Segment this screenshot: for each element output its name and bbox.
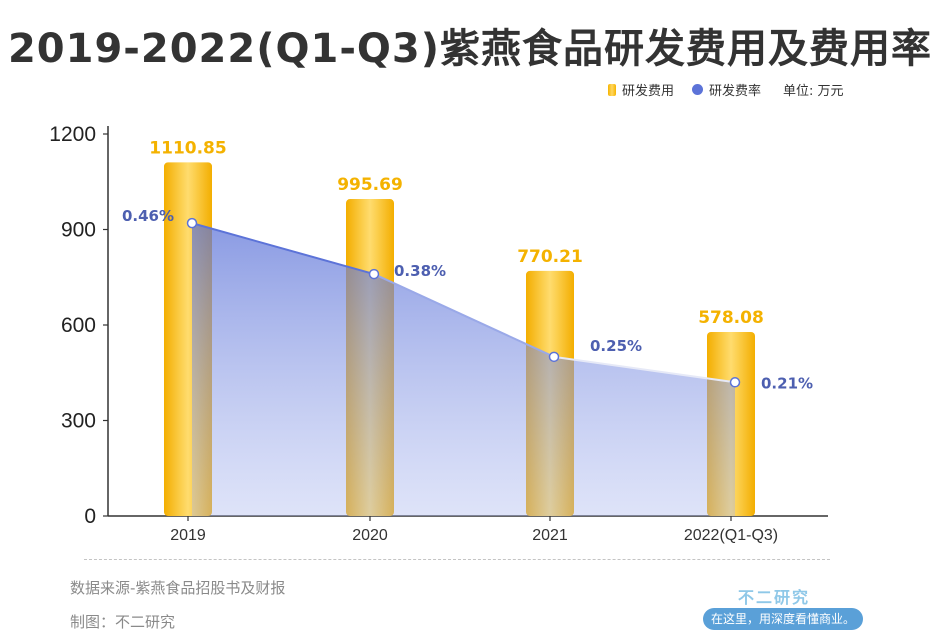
rate-value-label: 0.21% <box>761 374 813 392</box>
bar-value-label: 995.69 <box>337 175 403 195</box>
y-tick-label: 0 <box>84 505 96 528</box>
rate-point <box>186 217 198 229</box>
x-tick-label: 2019 <box>170 527 206 544</box>
data-source: 数据来源-紫燕食品招股书及财报 <box>70 579 286 597</box>
legend-line-label: 研发费率 <box>709 84 762 99</box>
legend-item-bar: 研发费用 <box>608 80 674 99</box>
rate-point <box>729 377 741 388</box>
x-tick-label: 2020 <box>352 527 388 544</box>
rate-line-segment <box>191 222 375 276</box>
y-tick-label: 300 <box>61 410 96 433</box>
rate-point <box>368 268 380 280</box>
rate-point <box>548 351 560 363</box>
x-tick-label: 2022(Q1-Q3) <box>684 527 778 544</box>
legend-item-line: 研发费率 <box>692 80 761 99</box>
y-tick-label: 600 <box>61 314 96 337</box>
bar-value-label: 1110.85 <box>149 138 226 158</box>
x-tick-label: 2021 <box>532 527 568 544</box>
footer-divider <box>84 559 830 560</box>
rate-line-segment <box>553 355 736 384</box>
rate-value-label: 0.46% <box>122 207 174 225</box>
brand-slogan: 在这里，用深度看懂商业。 <box>703 608 863 630</box>
unit-label: 单位: 万元 <box>783 84 844 99</box>
legend-line-swatch <box>692 84 704 95</box>
bar-value-label: 578.08 <box>698 308 764 328</box>
legend: 研发费用 研发费率 单位: 万元 <box>608 80 844 99</box>
legend-bar-label: 研发费用 <box>622 84 675 99</box>
legend-bar-swatch <box>608 83 616 96</box>
made-by: 制图：不二研究 <box>70 613 176 631</box>
rate-value-label: 0.38% <box>394 262 446 280</box>
chart-title: 2019-2022(Q1-Q3)紫燕食品研发费用及费用率 <box>7 26 933 72</box>
y-tick-label: 1200 <box>49 123 96 146</box>
rate-value-label: 0.25% <box>590 337 642 355</box>
y-tick-label: 900 <box>61 219 96 242</box>
rate-area <box>192 223 735 516</box>
brand-logo-text: 不二研究 <box>738 588 811 607</box>
bar-value-label: 770.21 <box>517 247 583 267</box>
rate-line-segment <box>373 273 555 358</box>
